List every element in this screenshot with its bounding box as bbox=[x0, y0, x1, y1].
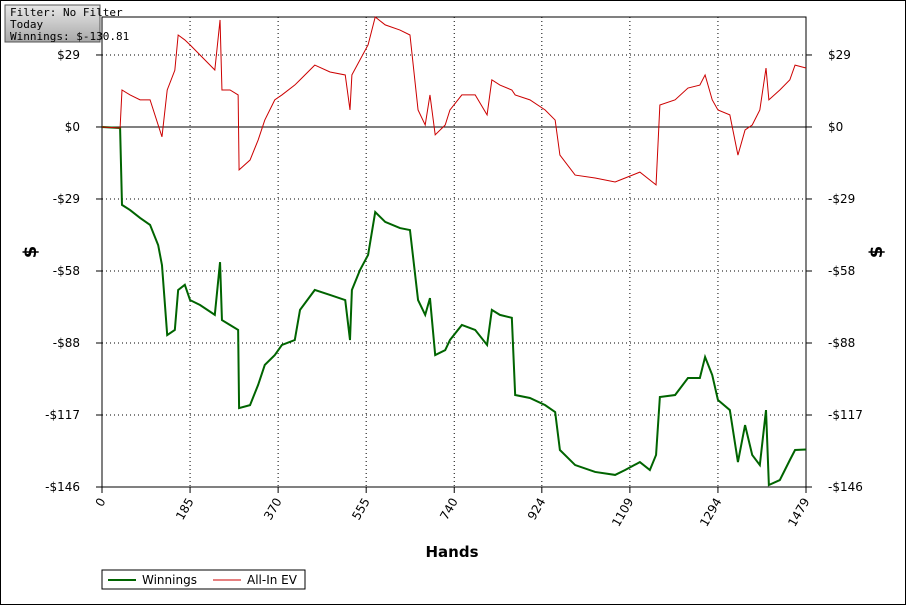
y-tick-label: -$117 bbox=[45, 408, 80, 422]
y-tick-label: -$29 bbox=[53, 192, 80, 206]
info-line: Today bbox=[10, 18, 43, 31]
info-line: Winnings: $-130.81 bbox=[10, 30, 129, 43]
info-box bbox=[4, 4, 101, 43]
legend bbox=[101, 569, 306, 590]
y2-tick-label: $0 bbox=[828, 120, 843, 134]
legend-label: All-In EV bbox=[247, 573, 298, 587]
y2-tick-label: -$88 bbox=[828, 336, 855, 350]
y2-tick-label: -$58 bbox=[828, 264, 855, 278]
y2-tick-label: $29 bbox=[828, 48, 851, 62]
y-axis-label: $ bbox=[20, 246, 41, 259]
y-tick-label: -$88 bbox=[53, 336, 80, 350]
series-line bbox=[101, 16, 807, 186]
series-line bbox=[101, 125, 807, 487]
x-axis-label: Hands bbox=[425, 543, 478, 561]
legend-label: Winnings bbox=[142, 573, 197, 587]
y2-tick-label: -$117 bbox=[828, 408, 863, 422]
y-tick-label: $0 bbox=[65, 120, 80, 134]
y2-tick-label: -$146 bbox=[828, 480, 863, 494]
y-tick-label: -$146 bbox=[45, 480, 80, 494]
y2-tick-label: -$29 bbox=[828, 192, 855, 206]
y-tick-label: $29 bbox=[57, 48, 80, 62]
y-tick-label: -$58 bbox=[53, 264, 80, 278]
info-line: Filter: No Filter bbox=[10, 6, 123, 19]
y2-axis-label: $ bbox=[866, 246, 887, 259]
